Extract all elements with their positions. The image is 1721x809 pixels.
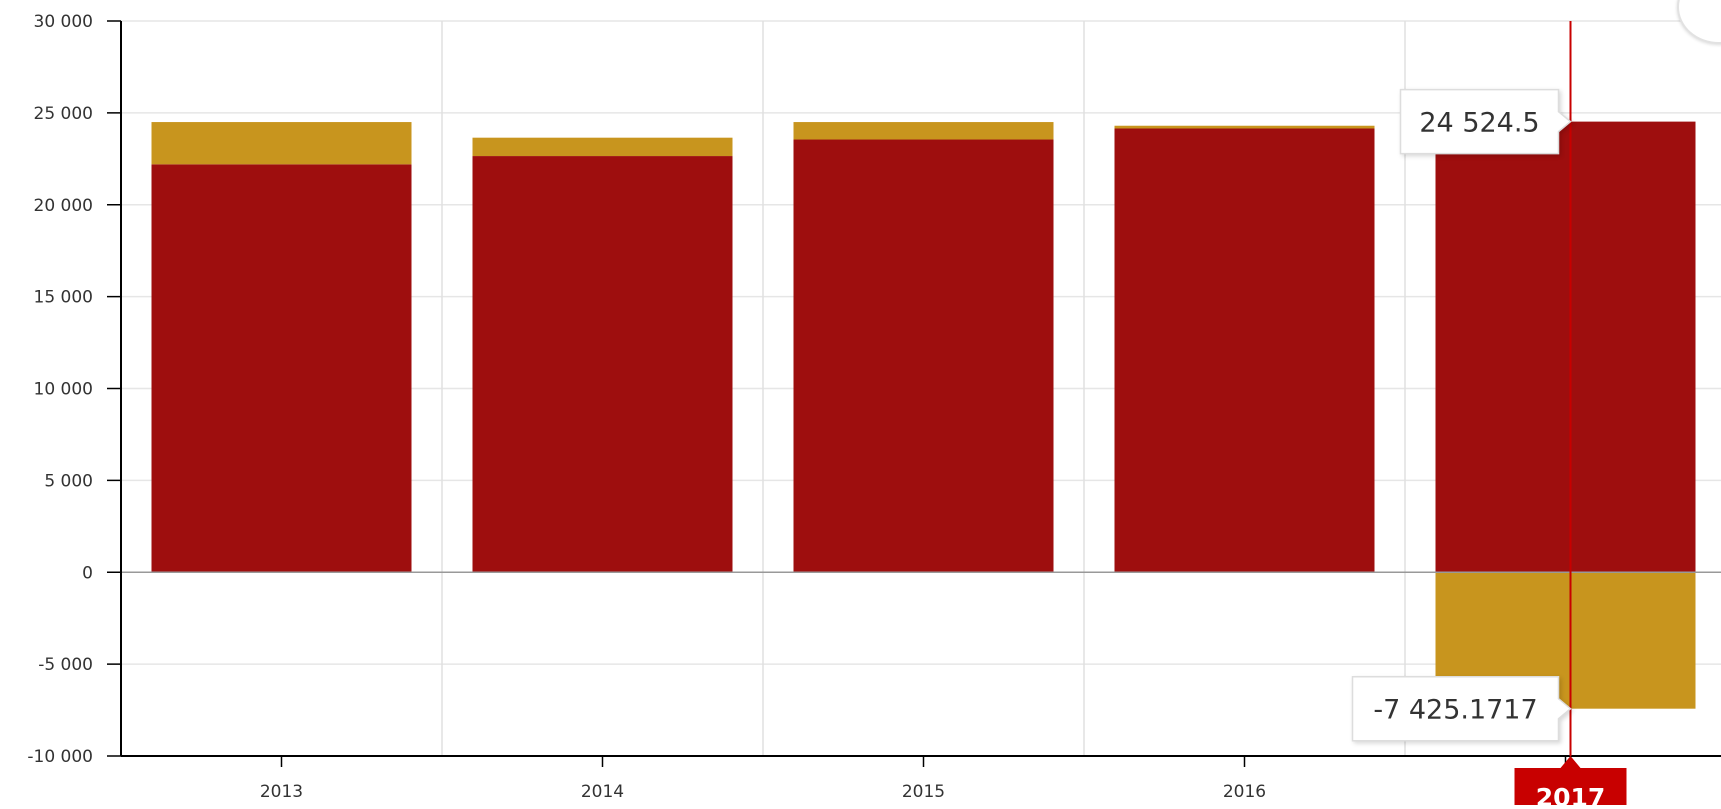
y-tick-label: 0 <box>82 563 93 583</box>
y-tick-label: 5 000 <box>44 471 93 491</box>
cursor-category-label: 2017 <box>1536 783 1606 805</box>
bar-segment-2016-s2[interactable] <box>1114 125 1375 129</box>
bar-segment-2013-s1[interactable] <box>151 164 412 573</box>
axes-layer <box>107 20 1721 767</box>
bar-segment-2015-s2[interactable] <box>793 122 1054 140</box>
bar-segment-2016-s1[interactable] <box>1114 128 1375 573</box>
bar-segment-2013-s2[interactable] <box>151 122 412 165</box>
bar-segment-2017-s1[interactable] <box>1435 121 1696 573</box>
y-tick-label: 20 000 <box>34 196 93 216</box>
tooltip-value: -7 425.1717 <box>1373 695 1537 726</box>
x-tick-label: 2014 <box>581 782 624 802</box>
tooltip-box <box>1351 675 1572 742</box>
value-tooltip: -7 425.1717 <box>1351 675 1572 742</box>
x-tick-label: 2015 <box>902 782 945 802</box>
cursor-layer: 2017 24 524.5 -7 425.1717 <box>1351 21 1627 809</box>
tooltip-value: 24 524.5 <box>1419 108 1539 139</box>
x-tick-label: 2013 <box>260 782 303 802</box>
bars-layer <box>151 121 1696 709</box>
y-tick-label: -10 000 <box>27 747 93 767</box>
value-tooltip: 24 524.5 <box>1399 88 1572 155</box>
y-tick-label: -5 000 <box>38 655 93 675</box>
y-tick-label: 30 000 <box>34 12 93 32</box>
tooltip-box <box>1399 88 1572 155</box>
bar-segment-2014-s1[interactable] <box>472 156 733 573</box>
y-tick-label: 15 000 <box>34 288 93 308</box>
bar-segment-2015-s1[interactable] <box>793 139 1054 573</box>
x-tick-label: 2016 <box>1223 782 1266 802</box>
y-tick-label: 10 000 <box>34 380 93 400</box>
bar-segment-2014-s2[interactable] <box>472 137 733 157</box>
y-tick-label: 25 000 <box>34 104 93 124</box>
labels-layer: 30 000 25 000 20 000 15 000 10 000 5 000 0 -5 0… <box>27 12 1266 802</box>
cursor-category-box <box>1514 756 1627 809</box>
